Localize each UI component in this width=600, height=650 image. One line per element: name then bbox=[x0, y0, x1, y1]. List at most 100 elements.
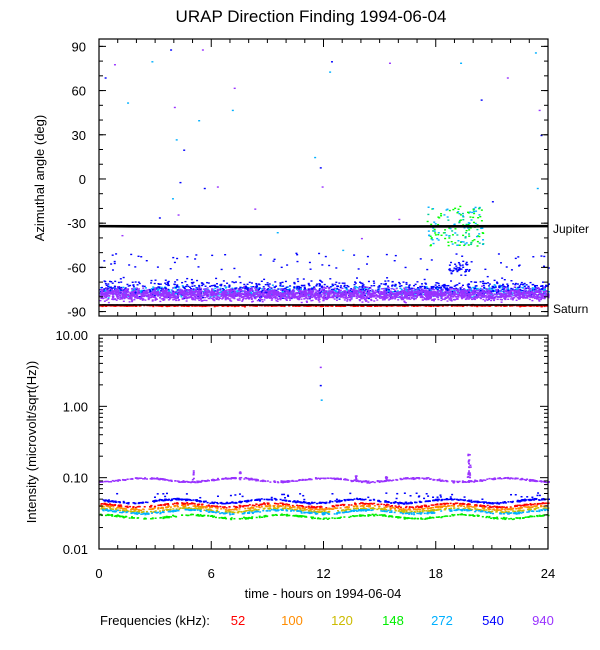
azimuth-point-272 bbox=[364, 288, 367, 290]
azimuth-point-940 bbox=[194, 293, 197, 296]
azimuth-point-940 bbox=[515, 295, 518, 297]
azimuth-point-940 bbox=[381, 299, 384, 301]
azimuth-point-940 bbox=[224, 298, 227, 301]
azimuth-point-272 bbox=[353, 286, 356, 288]
azimuth-point-272 bbox=[334, 290, 337, 293]
azimuth-point-940 bbox=[273, 291, 276, 294]
azimuth-point-940 bbox=[358, 289, 361, 292]
azimuth-point-940 bbox=[296, 298, 299, 300]
azimuth-point-540 bbox=[231, 281, 234, 283]
azimuth-point-540 bbox=[459, 288, 462, 290]
azimuth-point-940 bbox=[479, 293, 482, 296]
azimuth-point-940 bbox=[463, 295, 466, 297]
azimuth-point-540 bbox=[290, 297, 293, 300]
azimuth-point-540 bbox=[497, 290, 500, 292]
azimuth-point-940 bbox=[345, 295, 348, 298]
azimuth-point-940 bbox=[272, 296, 275, 299]
azimuth-point-940 bbox=[389, 295, 392, 297]
azimuth-point-272 bbox=[494, 290, 497, 292]
azimuth-point-940 bbox=[403, 301, 406, 303]
azimuth-point-940 bbox=[178, 289, 181, 292]
azimuth-point-940 bbox=[191, 294, 194, 296]
azimuth-point-940 bbox=[168, 296, 171, 299]
azimuth-point-940 bbox=[320, 294, 323, 296]
azimuth-point-940 bbox=[183, 296, 186, 298]
azimuth-point-940 bbox=[273, 290, 276, 293]
azimuth-point-540 bbox=[189, 286, 192, 288]
azimuth-point-272 bbox=[490, 288, 493, 290]
azimuth-point-940 bbox=[167, 299, 170, 301]
azimuth-point-540 bbox=[516, 283, 519, 285]
azimuth-point-940 bbox=[143, 295, 146, 298]
azimuth-point-52 bbox=[194, 305, 197, 307]
azimuth-point-940 bbox=[402, 298, 405, 301]
azimuth-point-940 bbox=[481, 295, 484, 297]
azimuth-point-272 bbox=[127, 295, 130, 297]
azimuth-point-940 bbox=[358, 299, 361, 301]
azimuth-point-940 bbox=[127, 294, 130, 296]
azimuth-point-940 bbox=[251, 294, 254, 296]
azimuth-point-940 bbox=[190, 289, 193, 291]
azimuth-point-940 bbox=[387, 299, 390, 301]
azimuth-point-940 bbox=[477, 295, 480, 297]
azimuth-point-272 bbox=[173, 286, 176, 288]
azimuth-point-272 bbox=[436, 295, 439, 298]
azimuth-point-540 bbox=[351, 290, 354, 293]
azimuth-point-940 bbox=[142, 298, 145, 300]
azimuth-point-272 bbox=[531, 287, 534, 289]
azimuth-point-940 bbox=[496, 298, 499, 301]
azimuth-point-272 bbox=[189, 289, 192, 292]
azimuth-point-940 bbox=[279, 298, 282, 301]
azimuth-point-940 bbox=[129, 296, 132, 298]
azimuth-point-940 bbox=[310, 300, 313, 302]
azimuth-point-940 bbox=[457, 289, 460, 291]
azimuth-point-540 bbox=[482, 280, 485, 283]
azimuth-point-940 bbox=[542, 297, 545, 299]
azimuth-point-540 bbox=[529, 281, 532, 284]
azimuth-point-940 bbox=[309, 292, 312, 294]
azimuth-point-940 bbox=[283, 292, 286, 295]
azimuth-point-940 bbox=[163, 299, 166, 301]
azimuth-point-940 bbox=[402, 297, 405, 299]
azimuth-point-940 bbox=[248, 288, 251, 290]
azimuth-point-940 bbox=[258, 298, 261, 301]
azimuth-point-940 bbox=[411, 292, 414, 294]
azimuth-point-52 bbox=[309, 305, 312, 307]
azimuth-point-540 bbox=[442, 285, 445, 287]
azimuth-point-540 bbox=[387, 291, 390, 294]
azimuth-point-940 bbox=[464, 295, 467, 297]
azimuth-point-940 bbox=[413, 298, 416, 301]
azimuth-point-940 bbox=[394, 289, 397, 292]
azimuth-point-940 bbox=[473, 289, 476, 291]
azimuth-point-940 bbox=[361, 296, 364, 298]
azimuth-point-940 bbox=[105, 292, 108, 295]
azimuth-point-940 bbox=[355, 297, 358, 299]
azimuth-point-940 bbox=[350, 295, 353, 298]
azimuth-point-940 bbox=[422, 299, 425, 301]
azimuth-point-940 bbox=[186, 291, 189, 294]
azimuth-point-540 bbox=[158, 286, 161, 288]
azimuth-point-940 bbox=[102, 297, 105, 300]
azimuth-point-940 bbox=[316, 294, 319, 296]
azimuth-point-940 bbox=[346, 300, 349, 302]
azimuth-point-540 bbox=[373, 282, 376, 284]
azimuth-point-272 bbox=[322, 290, 325, 292]
azimuth-point-940 bbox=[203, 294, 206, 296]
azimuth-point-940 bbox=[199, 298, 202, 301]
azimuth-point-940 bbox=[540, 297, 543, 300]
azimuth-point-940 bbox=[301, 293, 304, 295]
azimuth-point-940 bbox=[116, 286, 119, 288]
azimuth-point-940 bbox=[305, 291, 308, 293]
azimuth-point-940 bbox=[128, 292, 131, 294]
azimuth-point-272 bbox=[333, 289, 336, 292]
azimuth-point-940 bbox=[278, 297, 281, 300]
azimuth-point-52 bbox=[121, 305, 124, 307]
azimuth-point-272 bbox=[295, 288, 298, 290]
azimuth-point-940 bbox=[114, 291, 117, 293]
azimuth-point-940 bbox=[407, 291, 410, 294]
azimuth-point-940 bbox=[275, 293, 278, 296]
azimuth-point-940 bbox=[457, 296, 460, 298]
azimuth-point-940 bbox=[368, 289, 371, 292]
azimuth-point-940 bbox=[538, 292, 541, 294]
azimuth-point-940 bbox=[305, 300, 308, 302]
